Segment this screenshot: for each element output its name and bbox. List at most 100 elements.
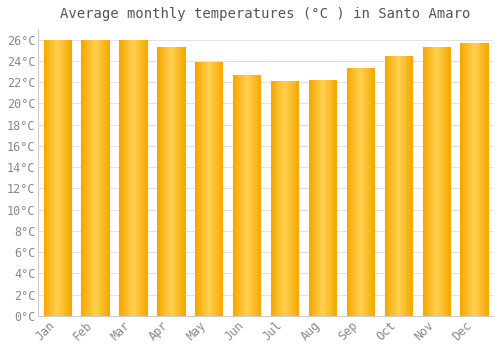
Bar <box>296 81 298 316</box>
Bar <box>245 75 246 316</box>
Bar <box>281 81 282 316</box>
Bar <box>350 68 352 316</box>
Bar <box>289 81 290 316</box>
Bar <box>462 43 463 316</box>
Bar <box>200 62 202 316</box>
Bar <box>392 56 393 316</box>
Bar <box>181 47 182 316</box>
Bar <box>429 47 430 316</box>
Bar <box>134 40 135 316</box>
Bar <box>177 47 178 316</box>
Bar <box>44 40 46 316</box>
Bar <box>235 75 236 316</box>
Bar <box>58 40 59 316</box>
Bar <box>280 81 281 316</box>
Bar <box>317 80 318 316</box>
Bar <box>57 40 58 316</box>
Bar <box>357 68 358 316</box>
Bar <box>233 75 234 316</box>
Bar <box>324 80 325 316</box>
Bar <box>363 68 364 316</box>
Bar <box>195 62 196 316</box>
Bar <box>327 80 328 316</box>
Bar <box>102 40 104 316</box>
Bar <box>59 40 60 316</box>
Bar <box>60 40 61 316</box>
Bar <box>480 43 482 316</box>
Bar <box>251 75 252 316</box>
Bar <box>465 43 466 316</box>
Bar <box>352 68 353 316</box>
Bar <box>424 47 426 316</box>
Bar <box>145 40 146 316</box>
Bar <box>250 75 251 316</box>
Bar <box>166 47 167 316</box>
Bar <box>483 43 484 316</box>
Bar <box>472 43 473 316</box>
Bar <box>325 80 326 316</box>
Bar <box>197 62 198 316</box>
Bar <box>234 75 235 316</box>
Bar <box>335 80 336 316</box>
Bar <box>348 68 350 316</box>
Bar <box>126 40 128 316</box>
Bar <box>449 47 450 316</box>
Bar <box>293 81 294 316</box>
Bar <box>130 40 131 316</box>
Bar <box>61 40 62 316</box>
Bar <box>400 56 401 316</box>
Bar <box>271 81 272 316</box>
Bar <box>50 40 51 316</box>
Bar <box>170 47 171 316</box>
Bar <box>473 43 474 316</box>
Bar <box>255 75 256 316</box>
Bar <box>485 43 486 316</box>
Bar <box>422 47 424 316</box>
Bar <box>404 56 406 316</box>
Bar <box>476 43 477 316</box>
Bar <box>290 81 291 316</box>
Bar <box>408 56 409 316</box>
Bar <box>356 68 357 316</box>
Bar <box>217 62 218 316</box>
Bar <box>66 40 67 316</box>
Bar <box>142 40 143 316</box>
Bar <box>90 40 92 316</box>
Bar <box>389 56 390 316</box>
Bar <box>164 47 166 316</box>
Bar <box>272 81 273 316</box>
Bar <box>310 80 312 316</box>
Bar <box>94 40 95 316</box>
Bar <box>444 47 446 316</box>
Bar <box>131 40 132 316</box>
Bar <box>169 47 170 316</box>
Bar <box>477 43 478 316</box>
Bar <box>466 43 467 316</box>
Bar <box>322 80 324 316</box>
Bar <box>470 43 472 316</box>
Bar <box>309 80 310 316</box>
Bar <box>487 43 488 316</box>
Bar <box>312 80 314 316</box>
Bar <box>171 47 172 316</box>
Bar <box>406 56 408 316</box>
Bar <box>474 43 475 316</box>
Bar <box>372 68 373 316</box>
Bar <box>394 56 396 316</box>
Bar <box>484 43 485 316</box>
Bar <box>428 47 429 316</box>
Bar <box>347 68 348 316</box>
Bar <box>107 40 108 316</box>
Bar <box>160 47 161 316</box>
Bar <box>179 47 180 316</box>
Bar <box>85 40 86 316</box>
Bar <box>244 75 245 316</box>
Bar <box>401 56 402 316</box>
Bar <box>364 68 365 316</box>
Bar <box>294 81 296 316</box>
Bar <box>282 81 283 316</box>
Bar <box>314 80 315 316</box>
Bar <box>219 62 220 316</box>
Bar <box>427 47 428 316</box>
Bar <box>144 40 145 316</box>
